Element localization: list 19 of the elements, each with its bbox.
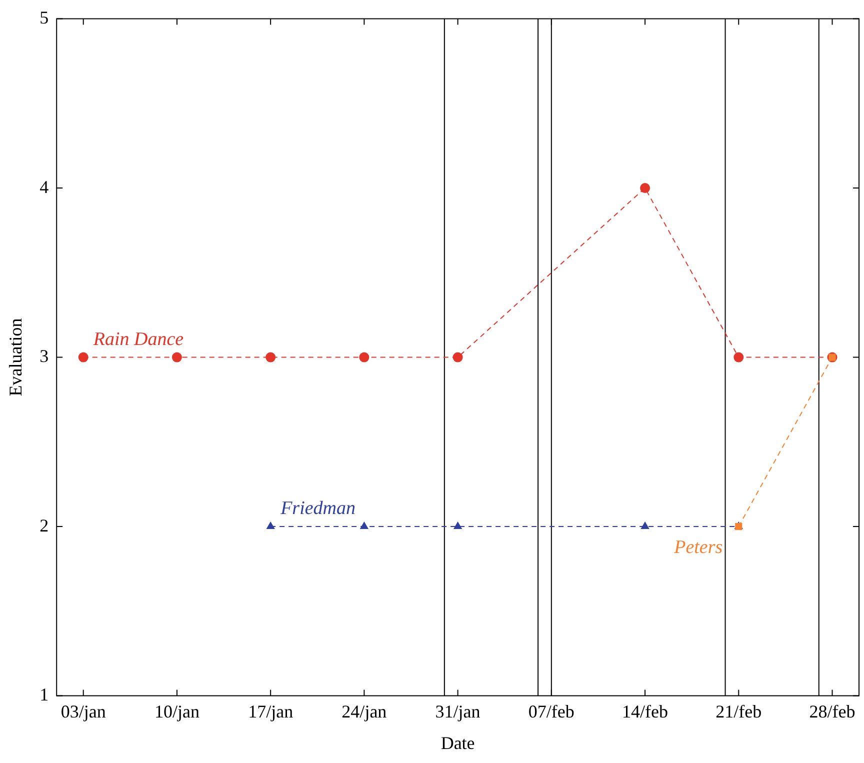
x-tick-label: 21/feb (716, 701, 762, 722)
y-tick-label: 5 (40, 8, 49, 28)
y-tick-label: 1 (40, 684, 49, 705)
series-label: Friedman (280, 498, 356, 520)
x-axis-title: Date (440, 732, 475, 753)
y-tick-label: 2 (40, 515, 49, 536)
x-tick-label: 07/feb (528, 701, 574, 722)
x-tick-label: 10/jan (154, 701, 200, 722)
x-tick-label: 28/feb (809, 701, 856, 722)
x-tick-label: 03/jan (60, 701, 106, 722)
x-tick-label: 31/jan (435, 701, 480, 722)
x-tick-label: 14/feb (622, 701, 668, 722)
y-tick-label: 3 (40, 346, 49, 366)
y-tick-label: 4 (40, 176, 49, 197)
series-label: Rain Dance (92, 328, 184, 350)
x-tick-label: 17/jan (248, 701, 294, 722)
y-axis-title: Evaluation (6, 318, 26, 396)
series-label: Peters (673, 537, 723, 558)
x-tick-label: 24/jan (342, 701, 387, 722)
